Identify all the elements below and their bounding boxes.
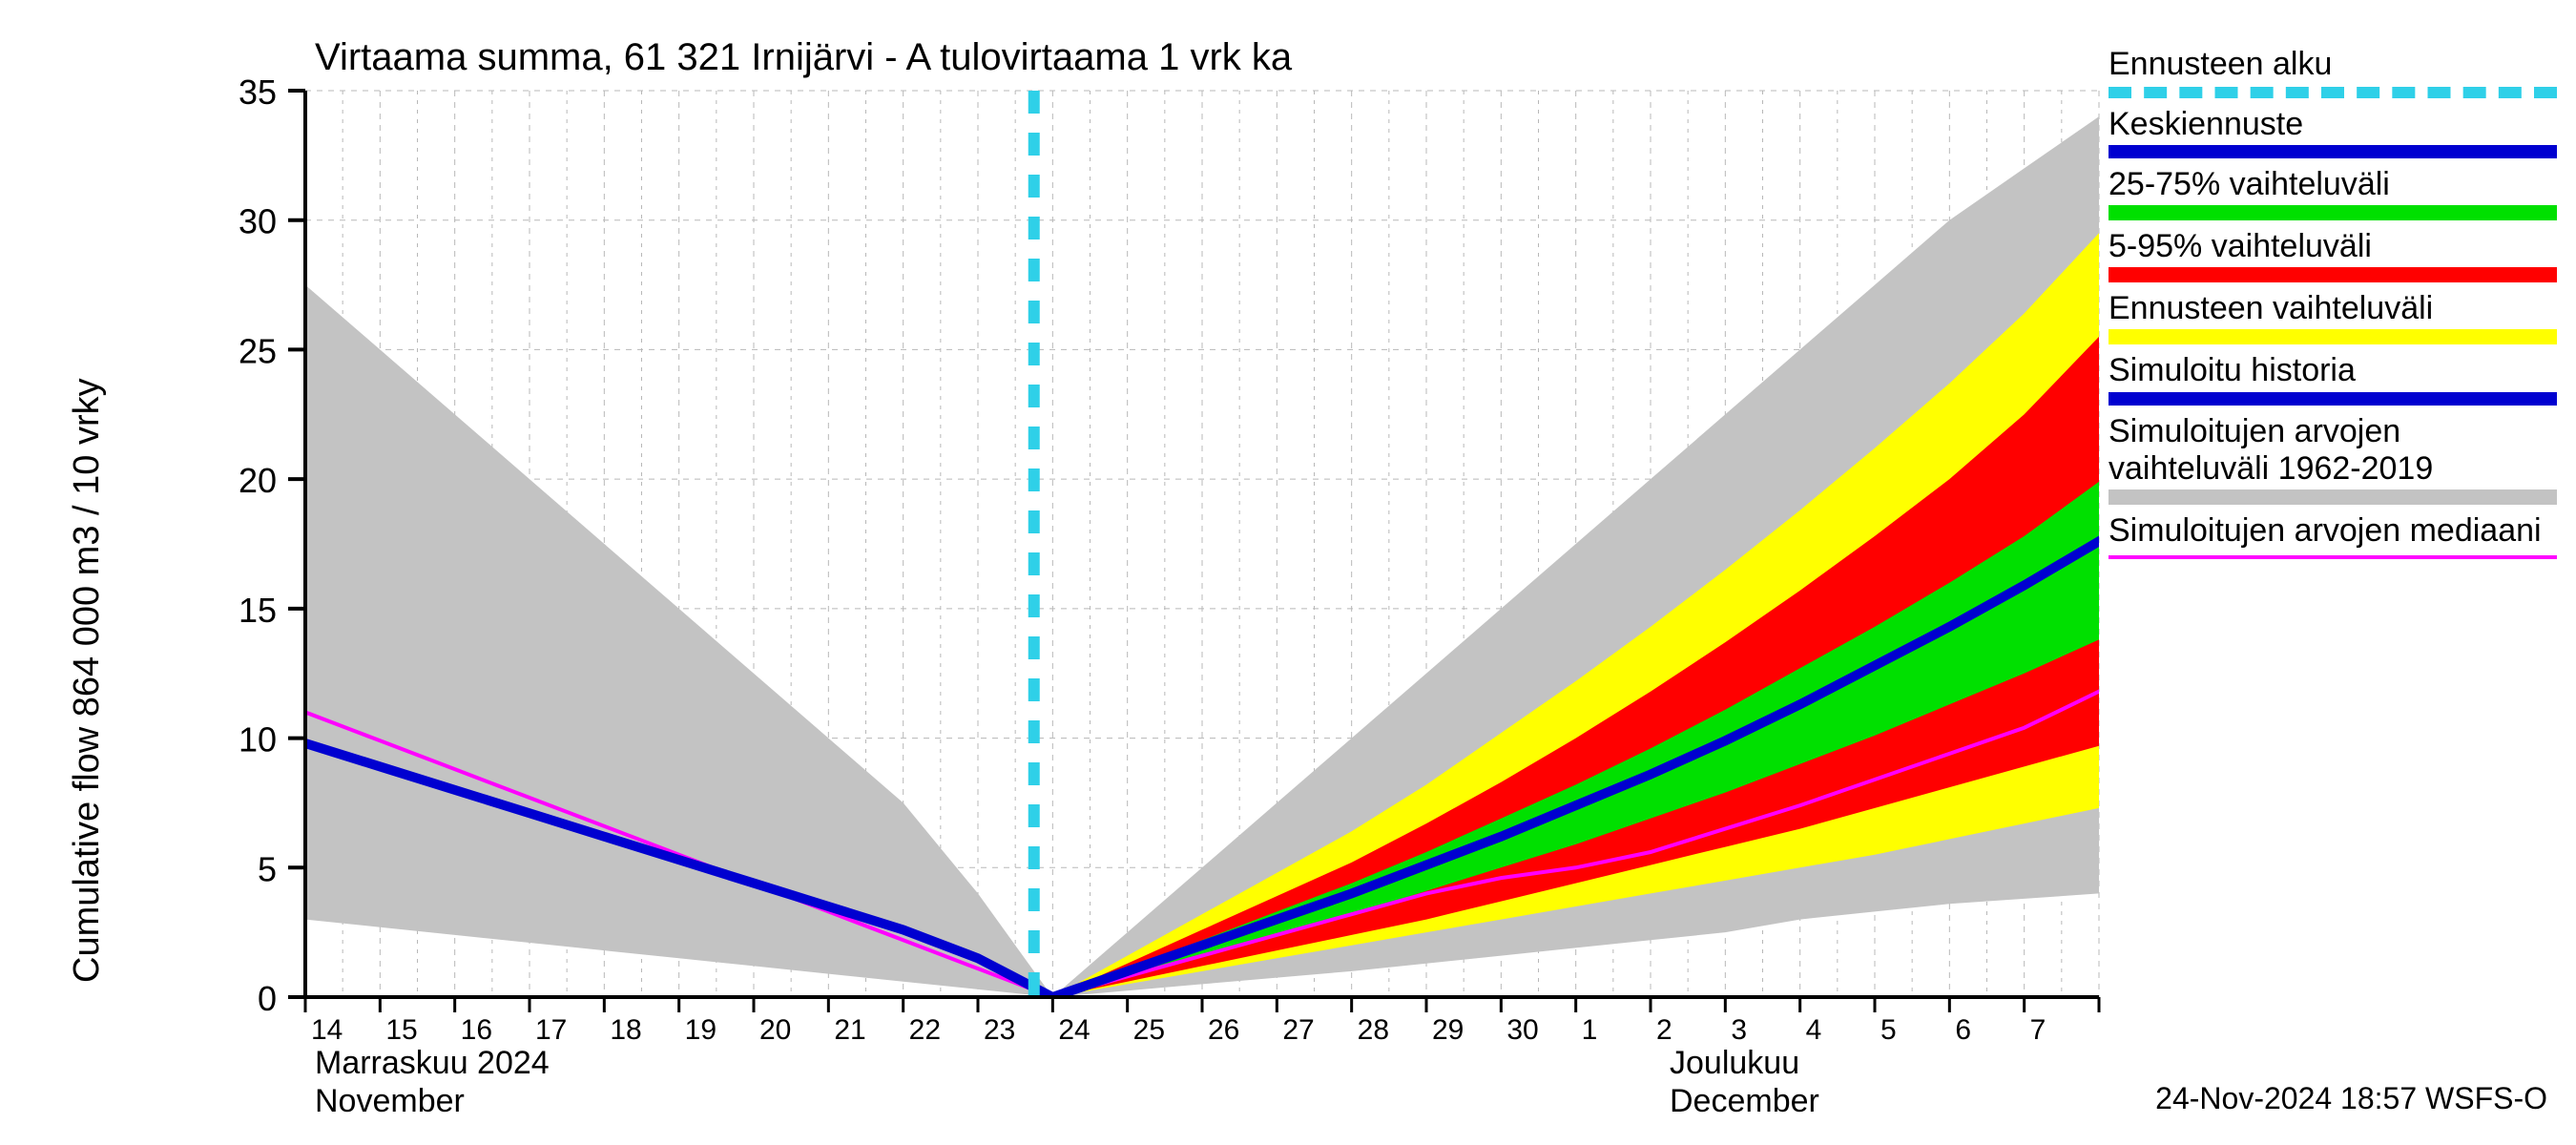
legend-swatch [2109, 267, 2557, 282]
legend-entry: Ennusteen alku [2109, 46, 2557, 98]
legend-label: Keskiennuste [2109, 106, 2557, 143]
legend-swatch [2109, 87, 2557, 98]
x-tick-label: 22 [909, 1014, 941, 1046]
legend-entry: Simuloitu historia [2109, 352, 2557, 405]
legend: Ennusteen alku Keskiennuste 25-75% vaihtel… [2109, 46, 2557, 569]
legend-entry: Ennusteen vaihteluväli [2109, 290, 2557, 344]
x-tick-label: 17 [535, 1014, 567, 1046]
legend-label: Simuloitujen arvojen vaihteluväli 1962-2… [2109, 413, 2557, 488]
x-tick-label: 16 [461, 1014, 492, 1046]
x-tick-label: 29 [1432, 1014, 1464, 1046]
legend-label: Simuloitujen arvojen mediaani [2109, 512, 2557, 550]
y-tick-label: 5 [258, 849, 277, 888]
y-tick-label: 15 [239, 591, 277, 630]
legend-swatch [2109, 392, 2557, 406]
legend-swatch [2109, 489, 2557, 505]
chart-title: Virtaama summa, 61 321 Irnijärvi - A tul… [315, 36, 1292, 79]
x-tick-label: 3 [1731, 1014, 1747, 1046]
month-left-fi: Marraskuu 2024 [315, 1045, 550, 1082]
x-tick-label: 25 [1133, 1014, 1165, 1046]
x-tick-label: 7 [2030, 1014, 2046, 1046]
x-tick-label: 5 [1880, 1014, 1897, 1046]
timestamp: 24-Nov-2024 18:57 WSFS-O [2155, 1081, 2547, 1116]
x-tick-label: 30 [1506, 1014, 1538, 1046]
legend-label: Ennusteen vaihteluväli [2109, 290, 2557, 327]
legend-swatch [2109, 145, 2557, 158]
y-tick-label: 25 [239, 331, 277, 370]
x-tick-label: 14 [311, 1014, 343, 1046]
x-tick-label: 1 [1582, 1014, 1598, 1046]
x-tick-label: 23 [984, 1014, 1015, 1046]
legend-label: Simuloitu historia [2109, 352, 2557, 389]
x-tick-label: 18 [610, 1014, 641, 1046]
legend-entry: Simuloitujen arvojen vaihteluväli 1962-2… [2109, 413, 2557, 505]
x-tick-label: 19 [685, 1014, 717, 1046]
x-tick-label: 27 [1282, 1014, 1314, 1046]
legend-label: Ennusteen alku [2109, 46, 2557, 83]
legend-entry: Keskiennuste [2109, 106, 2557, 158]
y-axis-label: Cumulative flow 864 000 m3 / 10 vrky [67, 378, 108, 983]
legend-label: 25-75% vaihteluväli [2109, 166, 2557, 203]
legend-label: 5-95% vaihteluväli [2109, 228, 2557, 265]
legend-entry: Simuloitujen arvojen mediaani [2109, 512, 2557, 559]
y-tick-label: 35 [239, 73, 277, 112]
x-tick-label: 26 [1208, 1014, 1239, 1046]
month-left-en: November [315, 1083, 465, 1120]
month-right-en: December [1670, 1083, 1819, 1120]
x-tick-label: 20 [759, 1014, 791, 1046]
y-tick-label: 10 [239, 720, 277, 760]
x-tick-label: 24 [1058, 1014, 1090, 1046]
chart-container: Virtaama summa, 61 321 Irnijärvi - A tul… [0, 0, 2576, 1145]
x-tick-label: 4 [1806, 1014, 1822, 1046]
x-tick-label: 28 [1358, 1014, 1389, 1046]
y-tick-label: 30 [239, 202, 277, 241]
y-tick-label: 0 [258, 979, 277, 1018]
legend-swatch [2109, 205, 2557, 220]
y-tick-label: 20 [239, 461, 277, 500]
legend-swatch [2109, 329, 2557, 344]
legend-entry: 25-75% vaihteluväli [2109, 166, 2557, 220]
x-tick-label: 15 [385, 1014, 417, 1046]
x-tick-label: 2 [1656, 1014, 1672, 1046]
legend-swatch [2109, 555, 2557, 559]
month-right-fi: Joulukuu [1670, 1045, 1799, 1082]
x-tick-label: 6 [1955, 1014, 1971, 1046]
x-tick-label: 21 [834, 1014, 865, 1046]
legend-entry: 5-95% vaihteluväli [2109, 228, 2557, 282]
